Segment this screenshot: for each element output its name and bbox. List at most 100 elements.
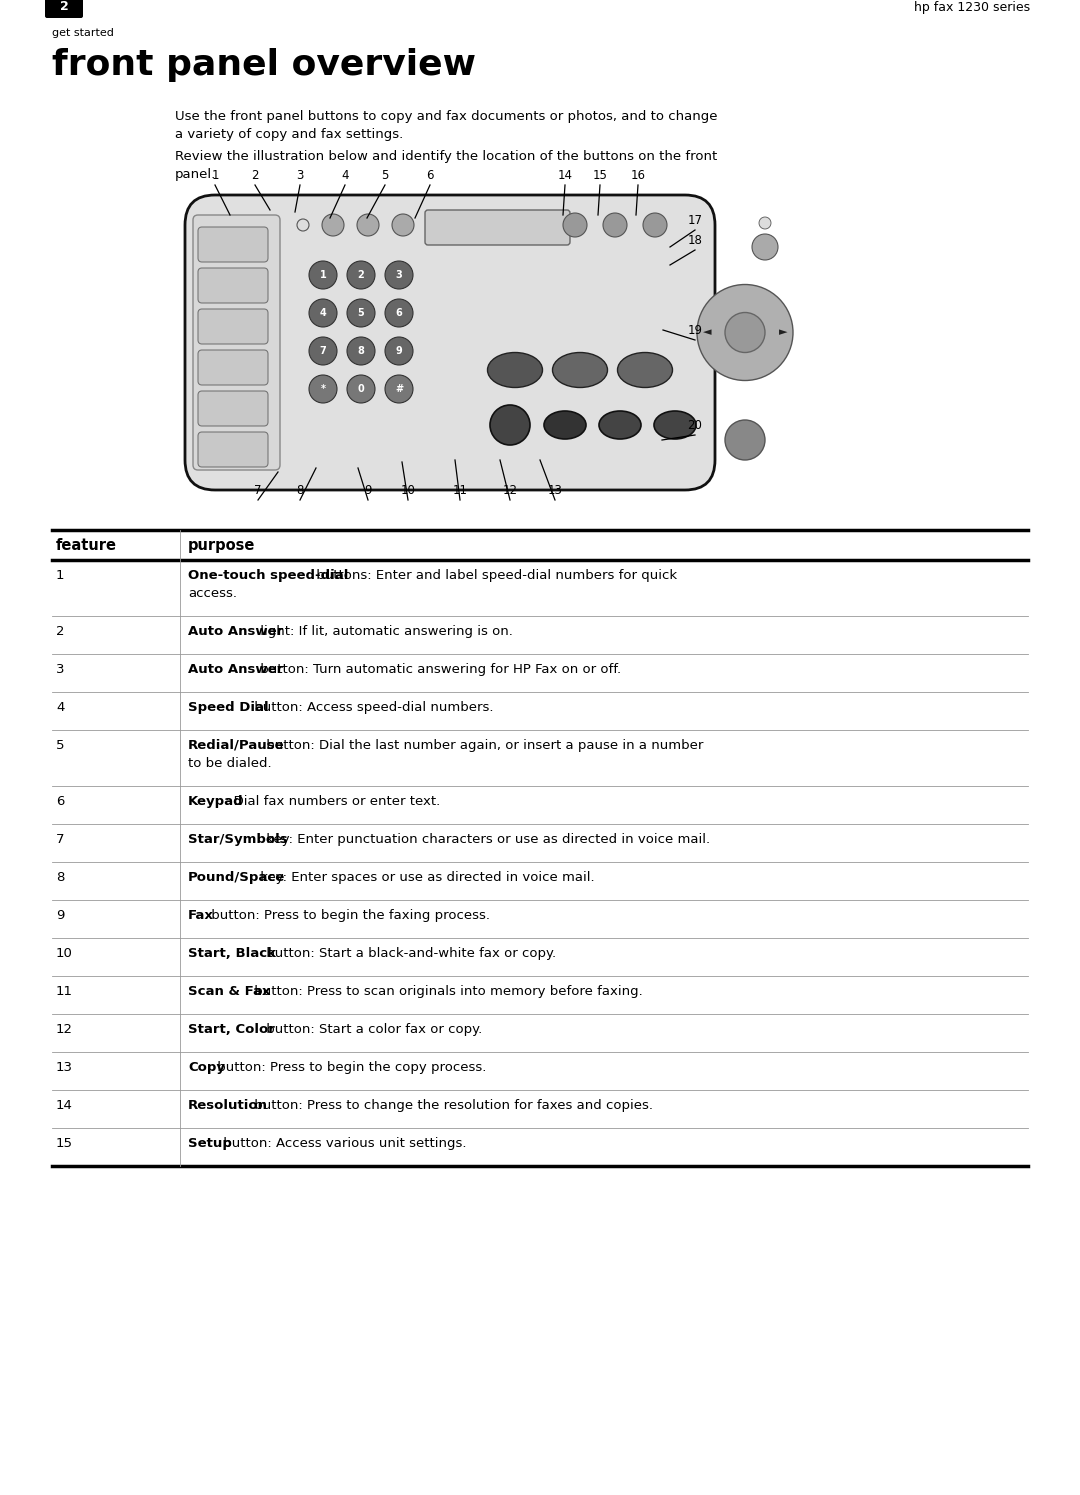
Circle shape	[322, 214, 345, 236]
Circle shape	[384, 262, 413, 289]
Text: 2: 2	[59, 0, 68, 13]
Ellipse shape	[654, 411, 696, 440]
Text: key: Enter spaces or use as directed in voice mail.: key: Enter spaces or use as directed in …	[256, 872, 595, 884]
Text: Copy: Copy	[188, 1061, 225, 1073]
Text: 16: 16	[631, 169, 646, 182]
Text: 6: 6	[427, 169, 434, 182]
Text: Pound/Space: Pound/Space	[188, 872, 285, 884]
FancyBboxPatch shape	[198, 268, 268, 303]
Circle shape	[357, 214, 379, 236]
Text: Resolution: Resolution	[188, 1099, 268, 1112]
Text: Star/Symbols: Star/Symbols	[188, 833, 287, 846]
FancyBboxPatch shape	[198, 432, 268, 466]
Text: 6: 6	[395, 308, 403, 318]
Circle shape	[309, 262, 337, 289]
Text: Setup: Setup	[188, 1138, 232, 1150]
Text: Review the illustration below and identify the location of the buttons on the fr: Review the illustration below and identi…	[175, 150, 717, 163]
Text: 15: 15	[56, 1138, 73, 1150]
Text: *: *	[321, 384, 325, 395]
Text: access.: access.	[188, 588, 237, 599]
Text: Auto Answer: Auto Answer	[188, 625, 283, 638]
Circle shape	[490, 405, 530, 446]
Text: key: Enter punctuation characters or use as directed in voice mail.: key: Enter punctuation characters or use…	[262, 833, 711, 846]
Text: button: Press to scan originals into memory before faxing.: button: Press to scan originals into mem…	[249, 985, 643, 999]
Text: 11: 11	[56, 985, 73, 999]
FancyBboxPatch shape	[426, 209, 570, 245]
Circle shape	[643, 212, 667, 238]
Text: 10: 10	[401, 484, 416, 496]
FancyBboxPatch shape	[198, 350, 268, 386]
Text: 1: 1	[56, 570, 65, 582]
Text: 9: 9	[395, 345, 403, 356]
Text: 14: 14	[56, 1099, 72, 1112]
Ellipse shape	[553, 353, 607, 387]
Text: Start, Color: Start, Color	[188, 1023, 275, 1036]
Text: Scan & Fax: Scan & Fax	[188, 985, 270, 999]
Circle shape	[309, 375, 337, 404]
Circle shape	[563, 212, 588, 238]
Text: Speed Dial: Speed Dial	[188, 701, 269, 715]
Circle shape	[309, 299, 337, 327]
Text: button: Access speed-dial numbers.: button: Access speed-dial numbers.	[249, 701, 494, 715]
Circle shape	[347, 262, 375, 289]
Text: 6: 6	[56, 795, 65, 807]
Circle shape	[759, 217, 771, 229]
Text: 2: 2	[56, 625, 65, 638]
Text: 7: 7	[254, 484, 261, 496]
Text: front panel overview: front panel overview	[52, 48, 476, 82]
Text: 4: 4	[56, 701, 65, 715]
Text: Use the front panel buttons to copy and fax documents or photos, and to change: Use the front panel buttons to copy and …	[175, 111, 717, 123]
Circle shape	[392, 214, 414, 236]
Text: One-touch speed-dial: One-touch speed-dial	[188, 570, 349, 582]
FancyBboxPatch shape	[198, 392, 268, 426]
Text: 5: 5	[381, 169, 389, 182]
Ellipse shape	[618, 353, 673, 387]
Text: 14: 14	[557, 169, 572, 182]
Text: 0: 0	[357, 384, 364, 395]
Text: button: Start a black-and-white fax or copy.: button: Start a black-and-white fax or c…	[262, 946, 556, 960]
FancyBboxPatch shape	[185, 194, 715, 490]
Text: a variety of copy and fax settings.: a variety of copy and fax settings.	[175, 129, 403, 141]
Circle shape	[603, 212, 627, 238]
Text: 8: 8	[296, 484, 303, 496]
Text: 1: 1	[320, 271, 326, 280]
Circle shape	[347, 375, 375, 404]
Text: 5: 5	[56, 739, 65, 752]
Text: 5: 5	[357, 308, 364, 318]
Text: Auto Answer: Auto Answer	[188, 662, 283, 676]
Text: 11: 11	[453, 484, 468, 496]
Text: 20: 20	[688, 419, 702, 432]
FancyBboxPatch shape	[193, 215, 280, 469]
FancyBboxPatch shape	[45, 0, 83, 18]
Text: 12: 12	[502, 484, 517, 496]
Text: 4: 4	[341, 169, 349, 182]
Text: 4: 4	[320, 308, 326, 318]
Text: : Dial fax numbers or enter text.: : Dial fax numbers or enter text.	[226, 795, 441, 807]
Text: 1: 1	[212, 169, 219, 182]
Text: feature: feature	[56, 538, 117, 553]
Text: to be dialed.: to be dialed.	[188, 756, 272, 770]
Text: button: Access various unit settings.: button: Access various unit settings.	[219, 1138, 467, 1150]
Circle shape	[297, 218, 309, 232]
FancyBboxPatch shape	[198, 309, 268, 344]
Text: button: Dial the last number again, or insert a pause in a number: button: Dial the last number again, or i…	[262, 739, 704, 752]
Text: ►: ►	[779, 327, 787, 338]
Circle shape	[697, 284, 793, 381]
Text: Keypad: Keypad	[188, 795, 244, 807]
Text: 8: 8	[56, 872, 65, 884]
FancyBboxPatch shape	[198, 227, 268, 262]
Text: 7: 7	[56, 833, 65, 846]
Circle shape	[347, 299, 375, 327]
Text: 3: 3	[395, 271, 403, 280]
Text: 3: 3	[296, 169, 303, 182]
Circle shape	[725, 420, 765, 460]
Text: 2: 2	[252, 169, 259, 182]
Ellipse shape	[544, 411, 586, 440]
Ellipse shape	[599, 411, 642, 440]
Text: 3: 3	[56, 662, 65, 676]
Text: button: Turn automatic answering for HP Fax on or off.: button: Turn automatic answering for HP …	[256, 662, 621, 676]
Text: get started: get started	[52, 28, 113, 37]
Circle shape	[752, 235, 778, 260]
Text: light: If lit, automatic answering is on.: light: If lit, automatic answering is on…	[256, 625, 513, 638]
Text: 10: 10	[56, 946, 72, 960]
